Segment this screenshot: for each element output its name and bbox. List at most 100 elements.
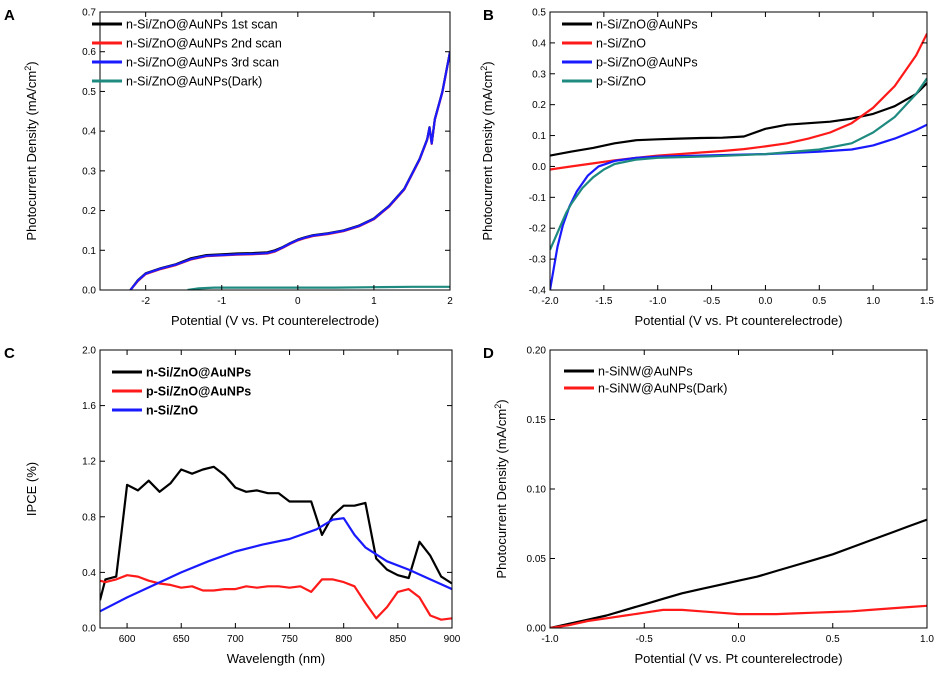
y-tick-label: 0.5 — [532, 8, 546, 19]
series-group — [129, 51, 450, 290]
legend-label: n-SiNW@AuNPs(Dark) — [598, 382, 727, 396]
plot-frame — [99, 11, 451, 291]
y-tick-label: 0.00 — [527, 624, 547, 635]
series-group — [550, 518, 927, 628]
x-axis-title: Wavelength (nm) — [227, 651, 326, 666]
legend-label: n-Si/ZnO@AuNPs 2nd scan — [126, 37, 282, 51]
legend-label: p-Si/ZnO@AuNPs — [596, 56, 698, 70]
y-tick-label: 0.05 — [527, 554, 547, 565]
legend-label: p-Si/ZnO — [596, 75, 646, 89]
legend: n-Si/ZnO@AuNPs 1st scan n-Si/ZnO@AuNPs 2n… — [92, 18, 282, 89]
y-tick-label: 0.2 — [82, 206, 96, 217]
x-tick-label: 600 — [119, 634, 136, 645]
legend-label: n-Si/ZnO@AuNPs 3rd scan — [126, 56, 279, 70]
chart-panel-a: A -2 -1 0 1 2 0.0 0.1 0.2 0.3 0.4 0.5 0.6 0.7 Potentia… — [4, 7, 453, 328]
x-tick-label: 0.5 — [812, 296, 826, 307]
x-tick-label: 0 — [295, 296, 301, 307]
x-tick-label: 0.5 — [826, 634, 840, 645]
y-tick-label: 0.7 — [82, 8, 96, 19]
series-line-2 — [550, 604, 927, 628]
x-tick-label: -2 — [141, 296, 150, 307]
y-tick-label: 0.0 — [82, 624, 96, 635]
legend-label: n-Si/ZnO@AuNPs(Dark) — [126, 75, 262, 89]
x-tick-label: 850 — [390, 634, 407, 645]
y-tick-label: 0.3 — [82, 166, 96, 177]
y-axis-title: Photocurrent Density (mA/cm2) — [23, 61, 39, 240]
series-line-3 — [550, 123, 927, 290]
legend-label: n-Si/ZnO@AuNPs — [146, 366, 251, 380]
y-tick-label: -0.4 — [529, 286, 547, 297]
x-tick-label: 0.0 — [732, 634, 746, 645]
y-tick-label: 0.5 — [82, 87, 96, 98]
x-tick-label: 750 — [281, 634, 298, 645]
series-line-4 — [187, 285, 450, 290]
legend: n-SiNW@AuNPs n-SiNW@AuNPs(Dark) — [564, 365, 727, 396]
chart-panel-b: B -2.0 -1.5 -1.0 -0.5 0.0 0.5 1.0 1.5 -0.4 -0.3 -0.… — [479, 7, 934, 328]
x-tick-label: 1 — [371, 296, 377, 307]
legend-label: p-Si/ZnO@AuNPs — [146, 385, 251, 399]
x-axis-title: Potential (V vs. Pt counterelectrode) — [634, 651, 842, 666]
x-tick-label: -0.5 — [703, 296, 721, 307]
x-tick-label: 0.0 — [758, 296, 772, 307]
series-line-1 — [550, 518, 927, 628]
legend-label: n-SiNW@AuNPs — [598, 365, 693, 379]
legend-label: n-Si/ZnO@AuNPs 1st scan — [126, 18, 278, 32]
y-tick-label: 0.15 — [527, 415, 547, 426]
x-axis-title: Potential (V vs. Pt counterelectrode) — [171, 313, 379, 328]
panel-letter: C — [4, 345, 15, 362]
x-tick-label: -1.0 — [541, 634, 559, 645]
plot-frame — [549, 11, 928, 291]
y-tick-label: 0.3 — [532, 69, 546, 80]
series-line-1 — [550, 82, 927, 157]
x-tick-label: -1 — [217, 296, 226, 307]
x-tick-label: 1.0 — [920, 634, 934, 645]
y-tick-label: -0.2 — [529, 224, 547, 235]
series-line-2 — [100, 574, 452, 621]
series-group — [100, 465, 452, 621]
chart-panel-c: C 600 650 700 750 800 850 900 0.0 0.4 0.8 1.2 1.6 2.0… — [4, 345, 461, 666]
legend-label: n-Si/ZnO — [596, 37, 646, 51]
x-tick-label: 900 — [444, 634, 461, 645]
y-tick-label: 0.8 — [82, 512, 96, 523]
legend-label: n-Si/ZnO@AuNPs — [596, 18, 698, 32]
y-tick-label: 1.6 — [82, 401, 96, 412]
y-tick-label: 0.6 — [82, 47, 96, 58]
y-tick-label: -0.3 — [529, 255, 547, 266]
series-group — [550, 33, 927, 290]
series-line-1 — [100, 465, 452, 601]
x-tick-label: -1.5 — [595, 296, 613, 307]
panel-letter: B — [483, 7, 494, 24]
series-line-3 — [129, 51, 450, 290]
panel-letter: A — [4, 7, 15, 24]
y-tick-label: 0.4 — [82, 127, 96, 138]
y-tick-label: 0.10 — [527, 485, 547, 496]
x-tick-label: 1.0 — [866, 296, 880, 307]
series-line-4 — [550, 77, 927, 251]
legend: n-Si/ZnO@AuNPs p-Si/ZnO@AuNPs n-Si/ZnO — [112, 366, 251, 418]
y-tick-label: 0.0 — [82, 286, 96, 297]
y-axis-title: Photocurrent Density (mA/cm2) — [479, 61, 495, 240]
y-axis-title: IPCE (%) — [24, 462, 39, 516]
x-tick-label: 800 — [335, 634, 352, 645]
x-tick-label: 650 — [173, 634, 190, 645]
y-tick-label: 0.1 — [532, 131, 546, 142]
y-tick-label: 0.2 — [532, 100, 546, 111]
y-tick-label: 0.4 — [532, 38, 546, 49]
y-tick-label: 0.20 — [527, 346, 547, 357]
x-tick-label: 700 — [227, 634, 244, 645]
plot-frame — [99, 349, 453, 629]
legend: n-Si/ZnO@AuNPs n-Si/ZnO p-Si/ZnO@AuNPs p-Si… — [562, 18, 698, 89]
chart-panel-d: D -1.0 -0.5 0.0 0.5 1.0 0.00 0.05 0.10 0.15 0.20 Po… — [483, 345, 934, 666]
y-axis-title: Photocurrent Density (mA/cm2) — [493, 399, 509, 578]
y-tick-label: 0.0 — [532, 162, 546, 173]
y-tick-label: -0.1 — [529, 193, 547, 204]
x-tick-label: 1.5 — [920, 296, 934, 307]
x-axis-title: Potential (V vs. Pt counterelectrode) — [634, 313, 842, 328]
x-tick-label: -1.0 — [649, 296, 667, 307]
panel-letter: D — [483, 345, 494, 362]
y-tick-label: 1.2 — [82, 457, 96, 468]
series-line-2 — [550, 33, 927, 171]
x-tick-label: 2 — [447, 296, 453, 307]
series-line-3 — [100, 517, 452, 613]
